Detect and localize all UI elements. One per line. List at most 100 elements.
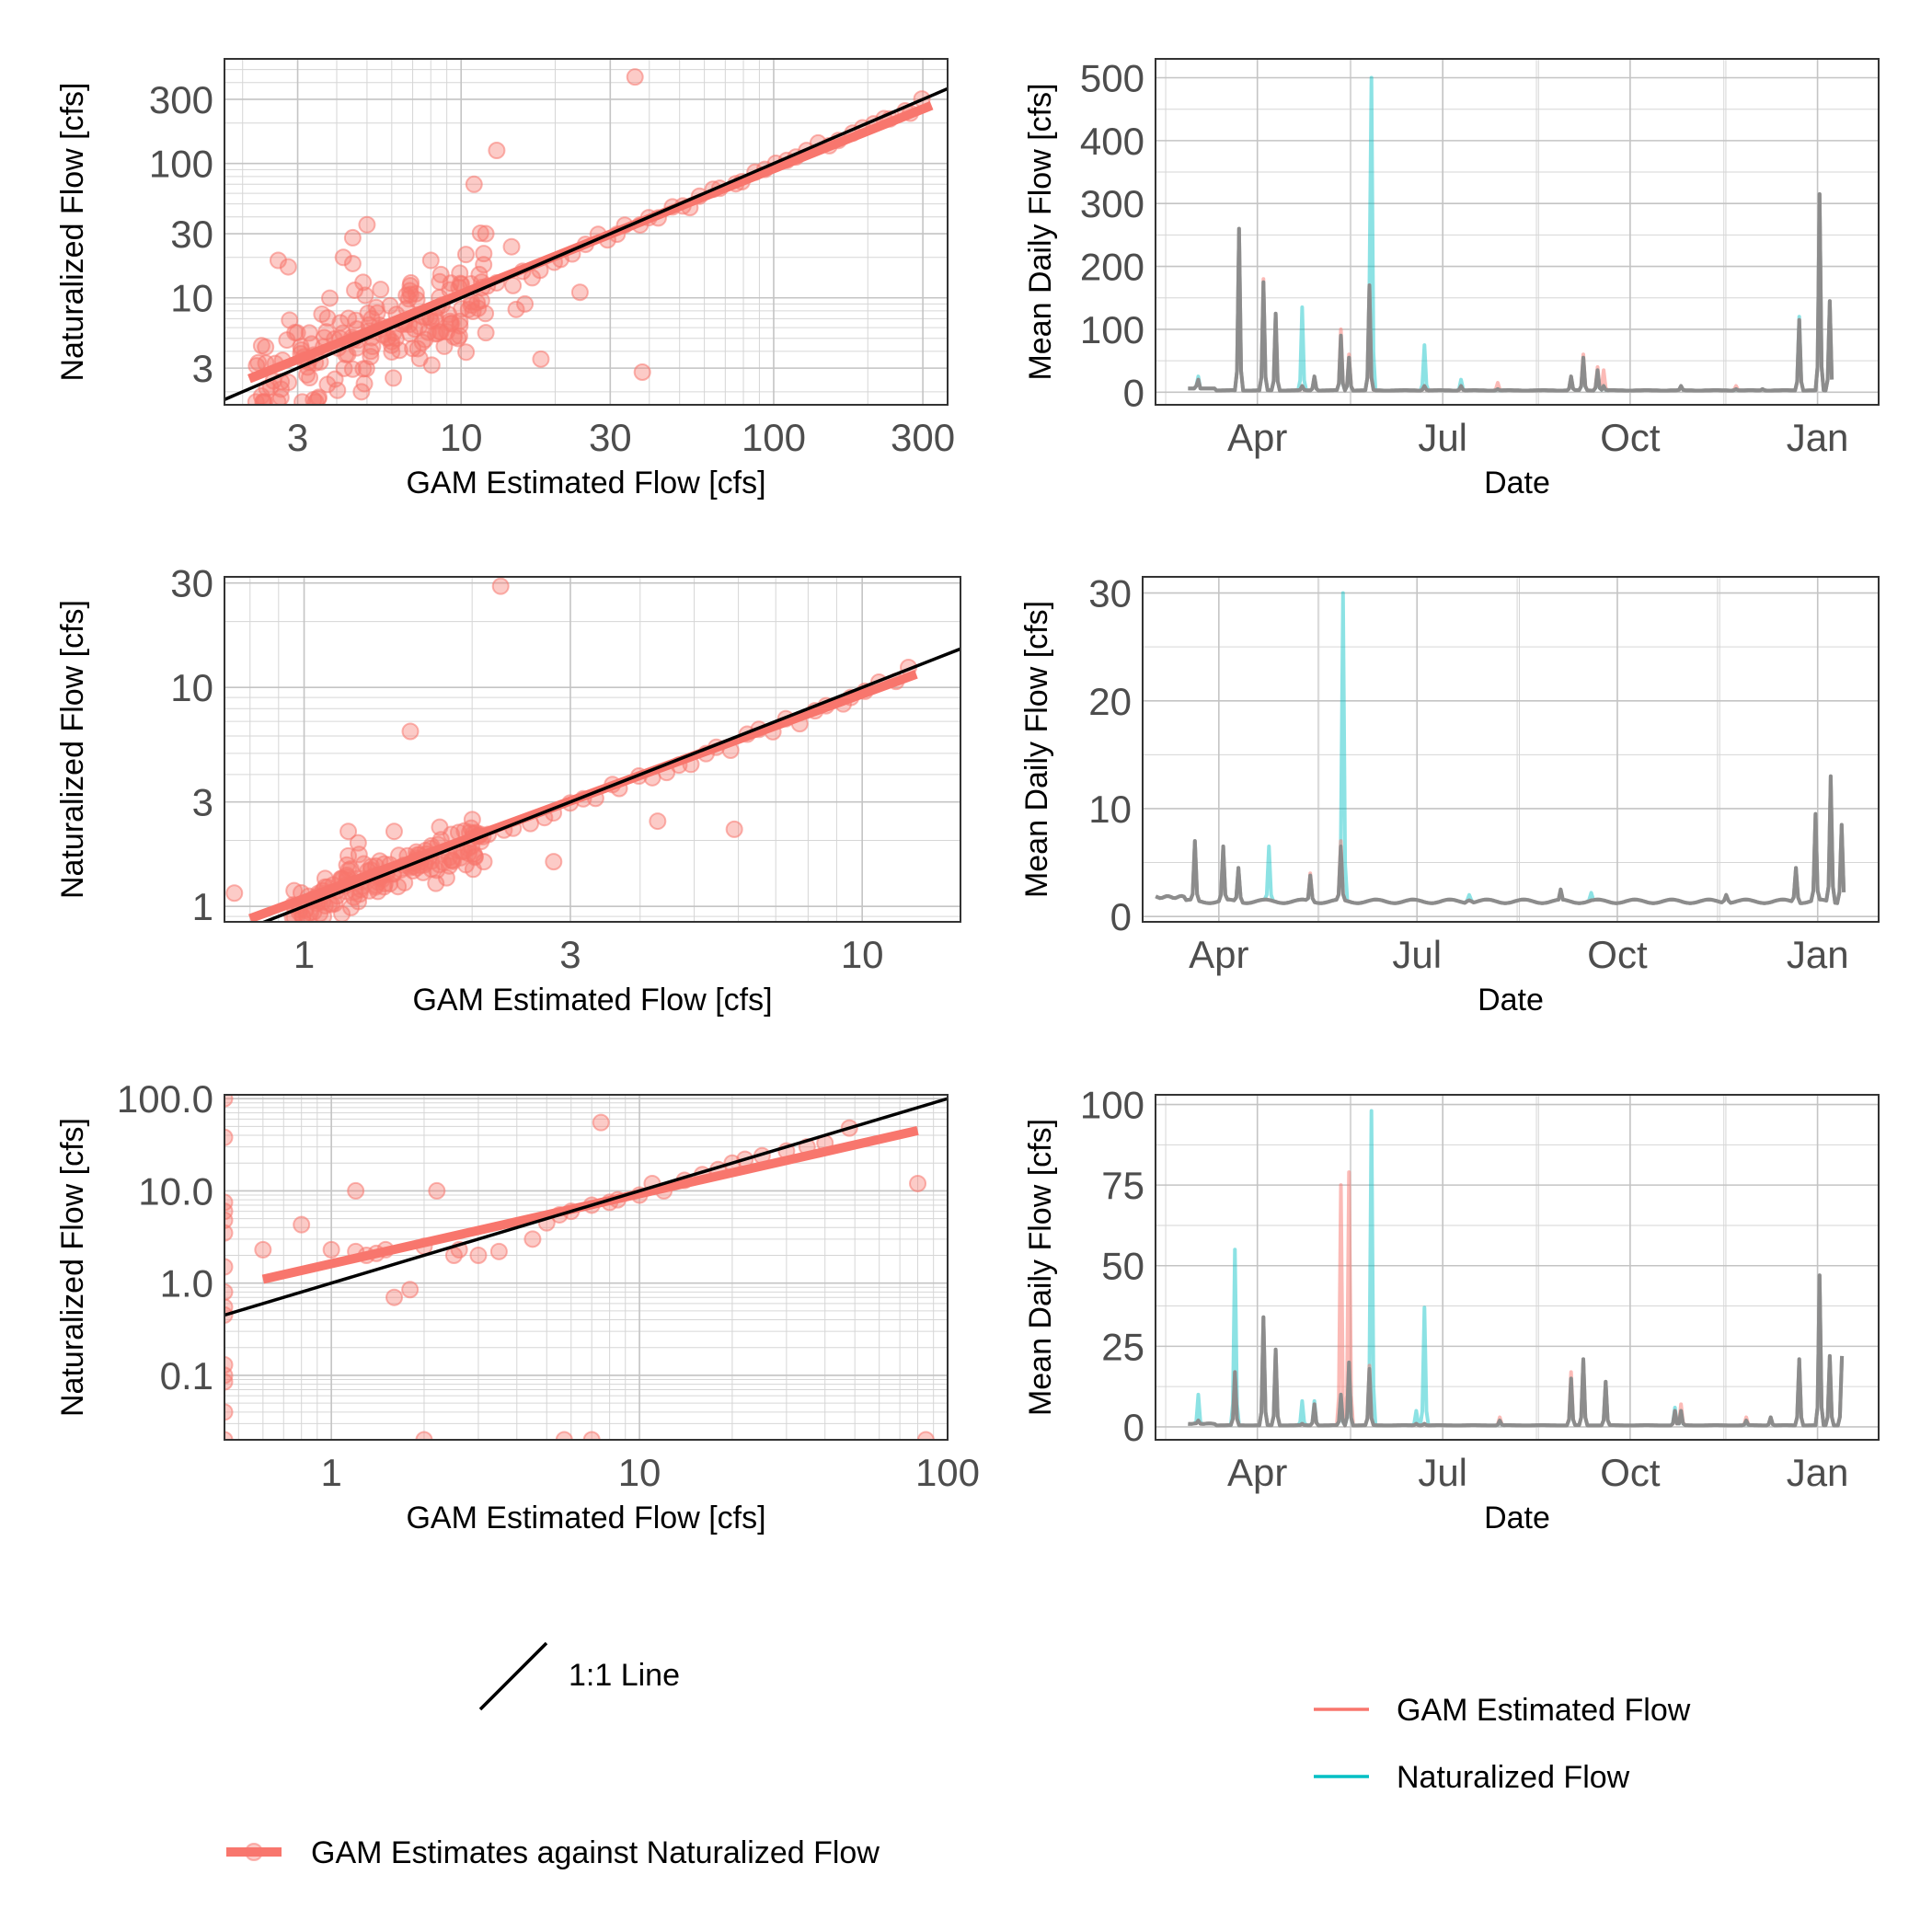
scatter-point: [626, 68, 644, 86]
scatter-point: [343, 228, 362, 247]
legend-gam-label: GAM Estimated Flow: [1397, 1693, 1691, 1728]
x-tick-label: Jan: [1787, 933, 1849, 976]
x-axis-label: Date: [1484, 466, 1550, 500]
scatter-point: [416, 330, 434, 349]
y-tick-label: 0.1: [160, 1354, 213, 1397]
scatter-point: [368, 304, 386, 322]
scatter-point: [401, 722, 420, 741]
scatter-point: [322, 1240, 340, 1259]
x-tick-label: Jan: [1787, 1451, 1849, 1494]
x-tick-label: Jul: [1392, 933, 1442, 976]
x-tick-label: Apr: [1227, 416, 1287, 459]
y-tick-label: 3: [192, 781, 213, 824]
scatter-point: [456, 246, 475, 264]
x-tick-label: 100: [915, 1451, 980, 1494]
scatter-point: [477, 324, 495, 342]
scatter-point: [649, 812, 667, 831]
scatter-point: [381, 296, 399, 315]
scatter-point: [916, 1431, 935, 1440]
x-tick-label: 10: [841, 933, 884, 976]
scatter-point: [334, 248, 352, 267]
y-tick-label: 30: [170, 213, 213, 256]
scatter-point: [350, 892, 368, 911]
scatter-point: [358, 215, 376, 234]
scatter-point: [516, 294, 535, 313]
x-axis-label: GAM Estimated Flow [cfs]: [406, 466, 765, 500]
x-axis-label: Date: [1478, 983, 1544, 1018]
scatter-point: [431, 818, 449, 836]
panel-frame: [224, 58, 949, 406]
major-gridlines: [1143, 577, 1879, 922]
scatter-point: [456, 856, 475, 874]
overlap-line: [1188, 192, 1834, 393]
scatter-point: [313, 305, 331, 323]
x-axis-label: Date: [1484, 1501, 1550, 1535]
scatter-point: [477, 224, 495, 243]
timeseries-panel-2: Apr Jul Oct Jan 0 10 20 30 Date Mean Daily Flow […: [1019, 572, 1880, 1018]
overlap-line: [1155, 774, 1846, 905]
scatter-point: [415, 1431, 433, 1440]
scatter-point: [582, 1431, 601, 1440]
scatter-point: [592, 1113, 610, 1132]
scatter-point: [404, 339, 422, 358]
scatter-point: [254, 393, 272, 405]
scatter-point: [488, 142, 506, 160]
scatter-point: [321, 289, 339, 307]
scatter-point: [396, 873, 414, 891]
scatter-point: [372, 281, 390, 299]
y-tick-label: 100.0: [117, 1077, 213, 1121]
scatter-point: [633, 362, 651, 381]
scatter-point: [570, 283, 589, 302]
x-tick-label: Jul: [1418, 1451, 1467, 1494]
panel-frame: [1155, 58, 1880, 406]
y-axis-label: Naturalized Flow [cfs]: [55, 83, 90, 382]
scatter-point: [463, 811, 481, 829]
y-tick-label: 10: [170, 666, 213, 709]
scatter-point: [491, 577, 510, 595]
scatter-point: [225, 884, 244, 903]
scatter-point: [555, 1431, 573, 1440]
y-tick-label: 200: [1080, 246, 1144, 289]
y-tick-label: 30: [1088, 572, 1132, 615]
timeseries-panel-3: Apr Jul Oct Jan 0 25 50 75 100 Date Mean Daily Flo…: [1023, 1084, 1880, 1535]
legend-scatter-key-point: [245, 1843, 263, 1861]
y-axis-label: Mean Daily Flow [cfs]: [1019, 601, 1054, 898]
scatter-point: [288, 324, 306, 342]
one-to-one-line: [224, 1097, 948, 1317]
scatter-point: [462, 296, 480, 315]
scatter-point: [252, 337, 270, 355]
y-tick-label: 10: [170, 277, 213, 320]
major-gridlines: [1156, 59, 1879, 405]
scatter-point: [224, 1095, 234, 1108]
scatter-point: [293, 1215, 311, 1234]
y-tick-label: 300: [149, 78, 213, 121]
scatter-point: [343, 360, 362, 378]
x-tick-label: 10: [618, 1451, 661, 1494]
scatter-point: [457, 343, 476, 362]
legend-one-to-one-label: 1:1 Line: [569, 1658, 680, 1693]
scatter-point: [437, 868, 455, 887]
x-tick-label: Jul: [1418, 416, 1467, 459]
x-tick-label: 3: [559, 933, 581, 976]
scatter-point: [421, 251, 440, 270]
overlap-line: [1188, 1273, 1845, 1428]
scatter-point: [471, 224, 489, 242]
x-tick-label: 30: [589, 416, 632, 459]
y-tick-label: 1: [192, 885, 213, 928]
y-tick-label: 10.0: [138, 1169, 213, 1213]
x-tick-label: 10: [440, 416, 483, 459]
y-tick-label: 3: [192, 347, 213, 390]
scatter-point: [272, 380, 291, 398]
scatter-point: [318, 375, 337, 394]
scatter-point: [224, 1282, 234, 1301]
scatter-point: [475, 256, 493, 274]
scatter-point: [443, 314, 461, 332]
scatter-point: [438, 323, 456, 341]
scatter-point: [383, 332, 401, 351]
x-axis-label: GAM Estimated Flow [cfs]: [412, 983, 772, 1018]
one-to-one-line: [224, 86, 948, 402]
y-axis-label: Naturalized Flow [cfs]: [55, 600, 90, 899]
series-lines: [1155, 591, 1846, 905]
scatter-point: [465, 175, 483, 193]
